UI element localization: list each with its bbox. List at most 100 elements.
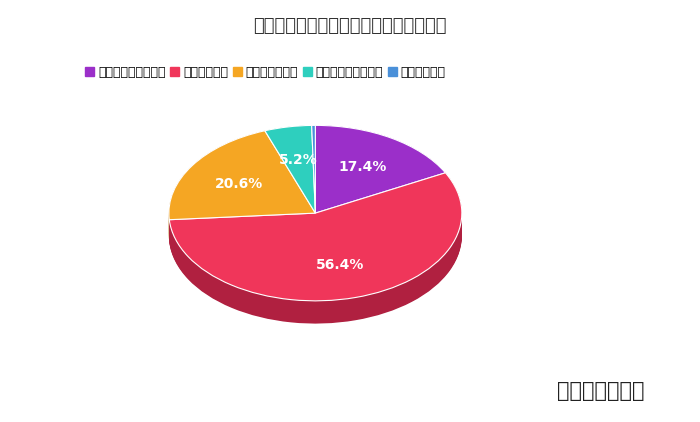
Wedge shape [312,145,315,233]
Wedge shape [169,180,462,308]
Wedge shape [312,138,315,226]
Wedge shape [169,173,462,302]
Wedge shape [169,138,315,227]
Wedge shape [312,146,315,234]
Wedge shape [312,127,315,215]
Wedge shape [312,129,315,216]
Wedge shape [169,138,315,227]
Wedge shape [315,139,445,227]
Wedge shape [315,138,445,226]
Wedge shape [169,185,462,314]
Wedge shape [315,147,445,235]
Wedge shape [169,178,462,306]
Wedge shape [169,132,315,221]
Wedge shape [265,144,315,232]
Wedge shape [169,179,462,307]
Wedge shape [312,140,315,227]
Wedge shape [265,143,315,230]
Wedge shape [312,129,315,217]
Wedge shape [169,195,462,323]
Wedge shape [315,140,445,227]
Wedge shape [169,134,315,223]
Wedge shape [169,181,462,309]
Wedge shape [315,129,445,216]
Wedge shape [312,143,315,231]
Wedge shape [169,184,462,312]
Wedge shape [265,135,315,223]
Wedge shape [312,135,315,223]
Wedge shape [265,146,315,234]
Wedge shape [312,133,315,220]
Wedge shape [312,148,315,236]
Wedge shape [169,149,315,238]
Wedge shape [312,137,315,225]
Wedge shape [169,145,315,234]
Wedge shape [315,125,445,213]
Legend: かなり重要だと思う, 重要だと思う, よくわからない, あまり重要ではない, 重要ではない: かなり重要だと思う, 重要だと思う, よくわからない, あまり重要ではない, 重… [83,63,448,81]
Wedge shape [265,125,315,213]
Text: 転職経験者は自己分析を重要だと思うか: 転職経験者は自己分析を重要だと思うか [253,17,447,35]
Wedge shape [312,125,315,213]
Wedge shape [169,152,315,241]
Wedge shape [265,127,315,215]
Wedge shape [312,147,315,235]
Wedge shape [169,151,315,240]
Wedge shape [169,133,315,221]
Wedge shape [265,126,315,214]
Text: 17.4%: 17.4% [338,160,386,173]
Wedge shape [169,178,462,306]
Wedge shape [169,188,462,316]
Wedge shape [169,136,315,225]
Wedge shape [169,175,462,303]
Wedge shape [265,135,315,222]
Wedge shape [265,132,315,219]
Wedge shape [315,145,445,233]
Wedge shape [315,136,445,224]
Wedge shape [265,139,315,227]
Wedge shape [312,142,315,230]
Wedge shape [265,142,315,230]
Wedge shape [169,131,315,220]
Wedge shape [315,129,445,217]
Wedge shape [312,139,315,227]
Wedge shape [315,137,445,225]
Wedge shape [315,134,445,222]
Wedge shape [169,148,315,237]
Wedge shape [169,131,315,220]
Wedge shape [265,140,315,228]
Wedge shape [315,133,445,220]
Wedge shape [169,182,462,310]
Wedge shape [265,129,315,216]
Wedge shape [169,176,462,304]
Wedge shape [169,181,462,308]
Wedge shape [312,143,315,230]
Wedge shape [169,142,315,231]
Wedge shape [169,146,315,235]
Wedge shape [315,130,445,218]
Wedge shape [169,183,462,311]
Wedge shape [169,146,315,235]
Wedge shape [169,190,462,318]
Text: 自己分析まにあ: 自己分析まにあ [556,381,644,401]
Wedge shape [315,143,445,230]
Wedge shape [312,140,315,228]
Wedge shape [315,141,445,229]
Wedge shape [169,173,462,301]
Wedge shape [169,194,462,322]
Wedge shape [312,133,315,221]
Wedge shape [169,143,315,232]
Wedge shape [169,189,462,316]
Wedge shape [265,125,315,213]
Wedge shape [315,135,445,223]
Wedge shape [265,147,315,235]
Wedge shape [315,128,445,216]
Wedge shape [312,136,315,224]
Wedge shape [315,131,445,219]
Wedge shape [315,140,445,228]
Wedge shape [169,139,315,228]
Wedge shape [169,150,315,239]
Wedge shape [315,146,445,234]
Wedge shape [265,130,315,218]
Wedge shape [315,127,445,215]
Wedge shape [169,135,315,225]
